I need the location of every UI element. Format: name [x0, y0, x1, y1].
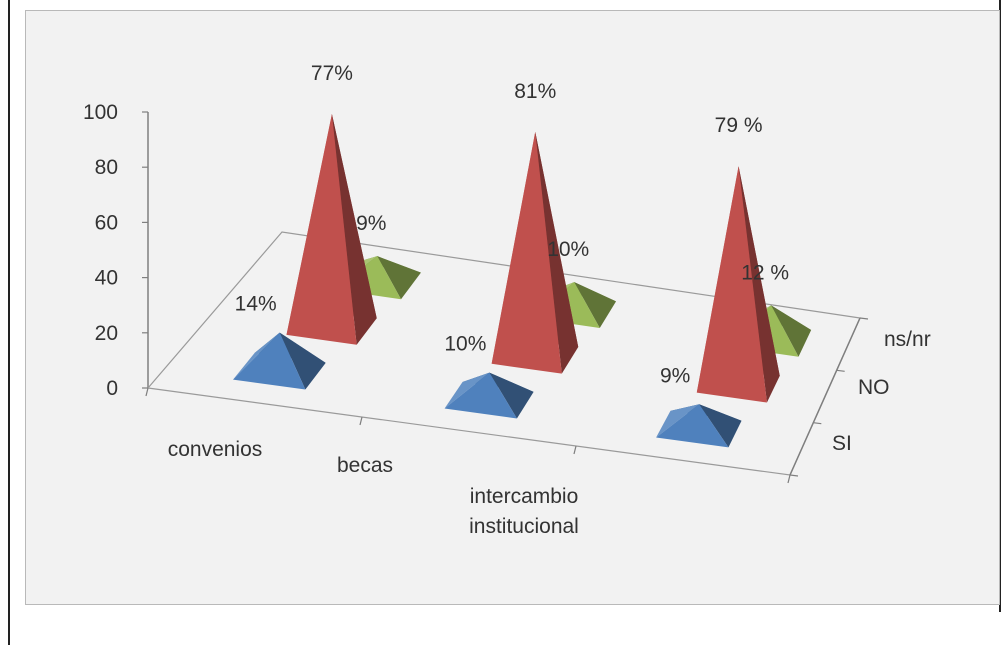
data-label: 9% — [660, 364, 690, 387]
pyramid-left-face — [444, 372, 490, 409]
x-tick-label: intercambio institucional — [469, 485, 579, 538]
data-labels: 9% 10% 12 % 77% 81% 79 % 14% 10% 9% — [235, 62, 789, 387]
y-tick-label: 0 — [106, 377, 118, 400]
x-tick-mark — [573, 445, 577, 455]
data-label: 9% — [356, 212, 386, 235]
pyramid-right-face — [279, 332, 326, 390]
pyramid-right-face — [535, 131, 579, 374]
pyramid-right-face — [377, 256, 421, 300]
pyramid-mark — [233, 332, 326, 390]
y-tick-label: 20 — [95, 322, 118, 345]
pyramid-front-face — [656, 404, 729, 448]
data-label: 10% — [547, 238, 589, 261]
x-tick-label: convenios — [168, 438, 263, 461]
chart-marks — [233, 114, 812, 448]
depth-axis-line — [789, 317, 861, 476]
pyramid-right-face — [771, 305, 812, 357]
y-tick-label: 100 — [83, 101, 118, 124]
series-axis-label: SI — [832, 432, 852, 455]
data-label: 81% — [514, 80, 556, 103]
x-tick-label: becas — [337, 454, 393, 477]
pyramid-left-face — [233, 332, 280, 380]
y-tick-label: 60 — [95, 211, 118, 234]
series-axis-labels: SI NO ns/nr — [832, 328, 931, 455]
pyramid-front-face — [286, 114, 357, 345]
depth-tick-mark — [859, 317, 869, 320]
depth-tick-mark — [836, 369, 845, 372]
pyramid-right-face — [574, 282, 617, 328]
x-tick-mark — [359, 416, 363, 426]
y-axis-ticks: 0 20 40 60 80 100 — [83, 101, 869, 484]
x-tick-mark — [145, 387, 149, 397]
page-edge-left — [8, 0, 10, 645]
y-tick-label: 40 — [95, 267, 118, 290]
pyramid-front-face — [491, 131, 562, 374]
pyramid-mark — [696, 166, 780, 403]
data-label: 77% — [311, 62, 353, 85]
pyramid-front-face — [444, 372, 517, 419]
pyramid-mark — [286, 114, 377, 345]
pyramid-mark — [656, 404, 742, 448]
depth-tick-mark — [813, 422, 822, 425]
pyramid-left-face — [333, 256, 378, 290]
x-tick-mark — [787, 474, 791, 484]
pyramid-mark — [444, 372, 534, 419]
data-label: 12 % — [741, 261, 789, 284]
category-labels: convenios becas intercambio institucional — [168, 438, 579, 538]
pyramid-front-face — [233, 332, 306, 390]
pyramid-right-face — [699, 404, 742, 448]
pyramid-mark — [491, 131, 579, 374]
series-axis-label: ns/nr — [884, 328, 931, 351]
pyramid-right-face — [489, 372, 534, 419]
pyramid-front-face — [696, 166, 767, 403]
page-edge-right — [999, 0, 1001, 612]
series-axis-label: NO — [858, 376, 890, 399]
y-tick-label: 80 — [95, 156, 118, 179]
data-label: 14% — [235, 293, 277, 316]
pyramid-right-face — [738, 166, 780, 403]
depth-tick-mark — [789, 474, 799, 477]
data-label: 79 % — [715, 114, 763, 137]
pyramid-right-face — [331, 114, 377, 345]
data-label: 10% — [444, 333, 486, 356]
pyramid-left-face — [656, 404, 700, 438]
